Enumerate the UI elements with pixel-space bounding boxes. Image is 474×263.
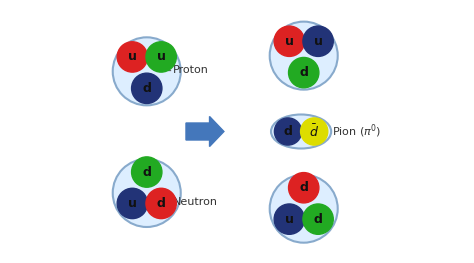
- Circle shape: [274, 204, 304, 234]
- Circle shape: [274, 26, 304, 57]
- Circle shape: [303, 204, 333, 234]
- Text: d: d: [142, 82, 151, 95]
- Text: d: d: [283, 125, 292, 138]
- Circle shape: [117, 188, 147, 219]
- Circle shape: [146, 188, 176, 219]
- Text: u: u: [314, 35, 322, 48]
- Text: d: d: [299, 66, 308, 79]
- Ellipse shape: [270, 22, 337, 90]
- Text: d: d: [314, 213, 322, 226]
- Circle shape: [301, 118, 328, 145]
- Circle shape: [289, 57, 319, 88]
- Ellipse shape: [270, 175, 337, 243]
- Text: u: u: [128, 197, 137, 210]
- Text: Proton: Proton: [173, 65, 209, 75]
- Circle shape: [132, 73, 162, 104]
- Ellipse shape: [113, 159, 181, 227]
- Ellipse shape: [271, 114, 331, 149]
- Text: u: u: [285, 35, 294, 48]
- Text: d: d: [157, 197, 165, 210]
- Text: Pion ($\pi^0$): Pion ($\pi^0$): [332, 123, 382, 140]
- Text: u: u: [157, 50, 165, 63]
- Text: d: d: [299, 181, 308, 194]
- Circle shape: [117, 42, 147, 72]
- Text: Neutron: Neutron: [173, 197, 218, 207]
- Text: d: d: [142, 165, 151, 179]
- Text: $\bar{d}$: $\bar{d}$: [309, 123, 319, 140]
- Circle shape: [303, 26, 333, 57]
- FancyArrow shape: [186, 117, 224, 146]
- Circle shape: [146, 42, 176, 72]
- Circle shape: [132, 157, 162, 187]
- Ellipse shape: [113, 37, 181, 105]
- Text: u: u: [128, 50, 137, 63]
- Circle shape: [274, 118, 301, 145]
- Text: u: u: [285, 213, 294, 226]
- Circle shape: [289, 173, 319, 203]
